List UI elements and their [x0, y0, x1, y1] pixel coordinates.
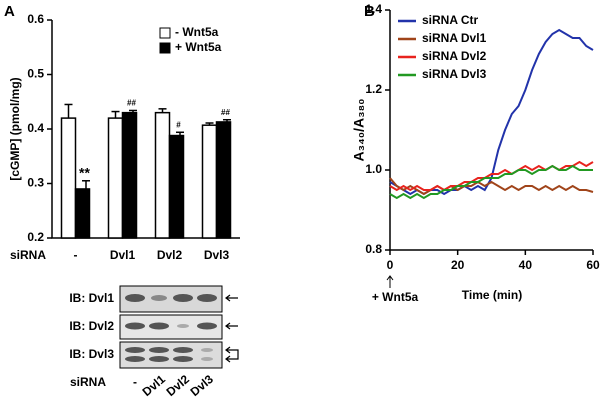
x-axis-label: Time (min)	[462, 288, 522, 302]
bar	[121, 111, 138, 239]
x-tick-label: 40	[519, 258, 533, 272]
legend-label: siRNA Dvl3	[422, 67, 487, 81]
bar	[168, 134, 185, 239]
y-tick-label: 0.2	[27, 230, 44, 244]
legend-swatch	[159, 27, 171, 39]
y-tick-label: 0.4	[27, 121, 44, 135]
bar	[215, 121, 232, 239]
significance: **	[79, 164, 90, 180]
legend-label: siRNA Ctr	[422, 13, 479, 27]
y-tick-label: 1.4	[365, 2, 382, 16]
significance: #	[176, 120, 181, 129]
blot-row-label: IB: Dvl1	[69, 291, 114, 305]
bar	[154, 111, 171, 239]
x-tick-label: Dvl2	[157, 248, 183, 262]
x-tick-label: Dvl3	[204, 248, 230, 262]
bar	[74, 188, 91, 239]
x-tick-label: 20	[451, 258, 465, 272]
annotation-arrow	[386, 275, 394, 288]
y-axis-label: [cGMP] (pmol/mg)	[8, 77, 22, 180]
blot-lane-title: siRNA	[70, 375, 106, 389]
legend-label: + Wnt5a	[175, 40, 222, 54]
blot-row-label: IB: Dvl2	[69, 319, 114, 333]
x-tick-label: 0	[387, 258, 394, 272]
y-tick-label: 0.5	[27, 67, 44, 81]
y-tick-label: 1.2	[365, 82, 382, 96]
legend-label: siRNA Dvl2	[422, 49, 487, 63]
annotation: + Wnt5a	[372, 290, 419, 304]
blot	[119, 285, 239, 369]
x-tick-label: -	[74, 248, 78, 262]
blot-lane-label: Dvl3	[188, 372, 217, 399]
bar	[60, 117, 77, 239]
panel-label: B	[364, 3, 375, 20]
axis	[389, 10, 593, 251]
significance: ##	[221, 108, 230, 117]
y-axis-label: A₃₄₀/A₃₈₀	[351, 99, 367, 162]
line	[389, 177, 594, 196]
x-tick-label: 60	[586, 258, 600, 272]
x-tick-label: Dvl1	[110, 248, 136, 262]
legend-label: siRNA Dvl1	[422, 31, 487, 45]
y-tick-label: 0.6	[27, 12, 44, 26]
blot-lane-label: Dvl1	[140, 372, 169, 399]
blot-row-label: IB: Dvl3	[69, 347, 114, 361]
y-tick-label: 1.0	[365, 162, 382, 176]
line	[389, 164, 593, 200]
legend-label: - Wnt5a	[175, 25, 219, 39]
bar	[201, 124, 218, 239]
legend-swatch	[159, 42, 171, 54]
bar	[107, 117, 124, 239]
blot-lane-label: Dvl2	[164, 372, 193, 399]
y-tick-label: 0.3	[27, 176, 44, 190]
blot-lane-label: -	[133, 375, 137, 389]
panel-label: A	[4, 3, 15, 20]
category-title: siRNA	[10, 248, 46, 262]
y-tick-label: 0.8	[365, 242, 382, 256]
significance: ##	[127, 99, 136, 108]
